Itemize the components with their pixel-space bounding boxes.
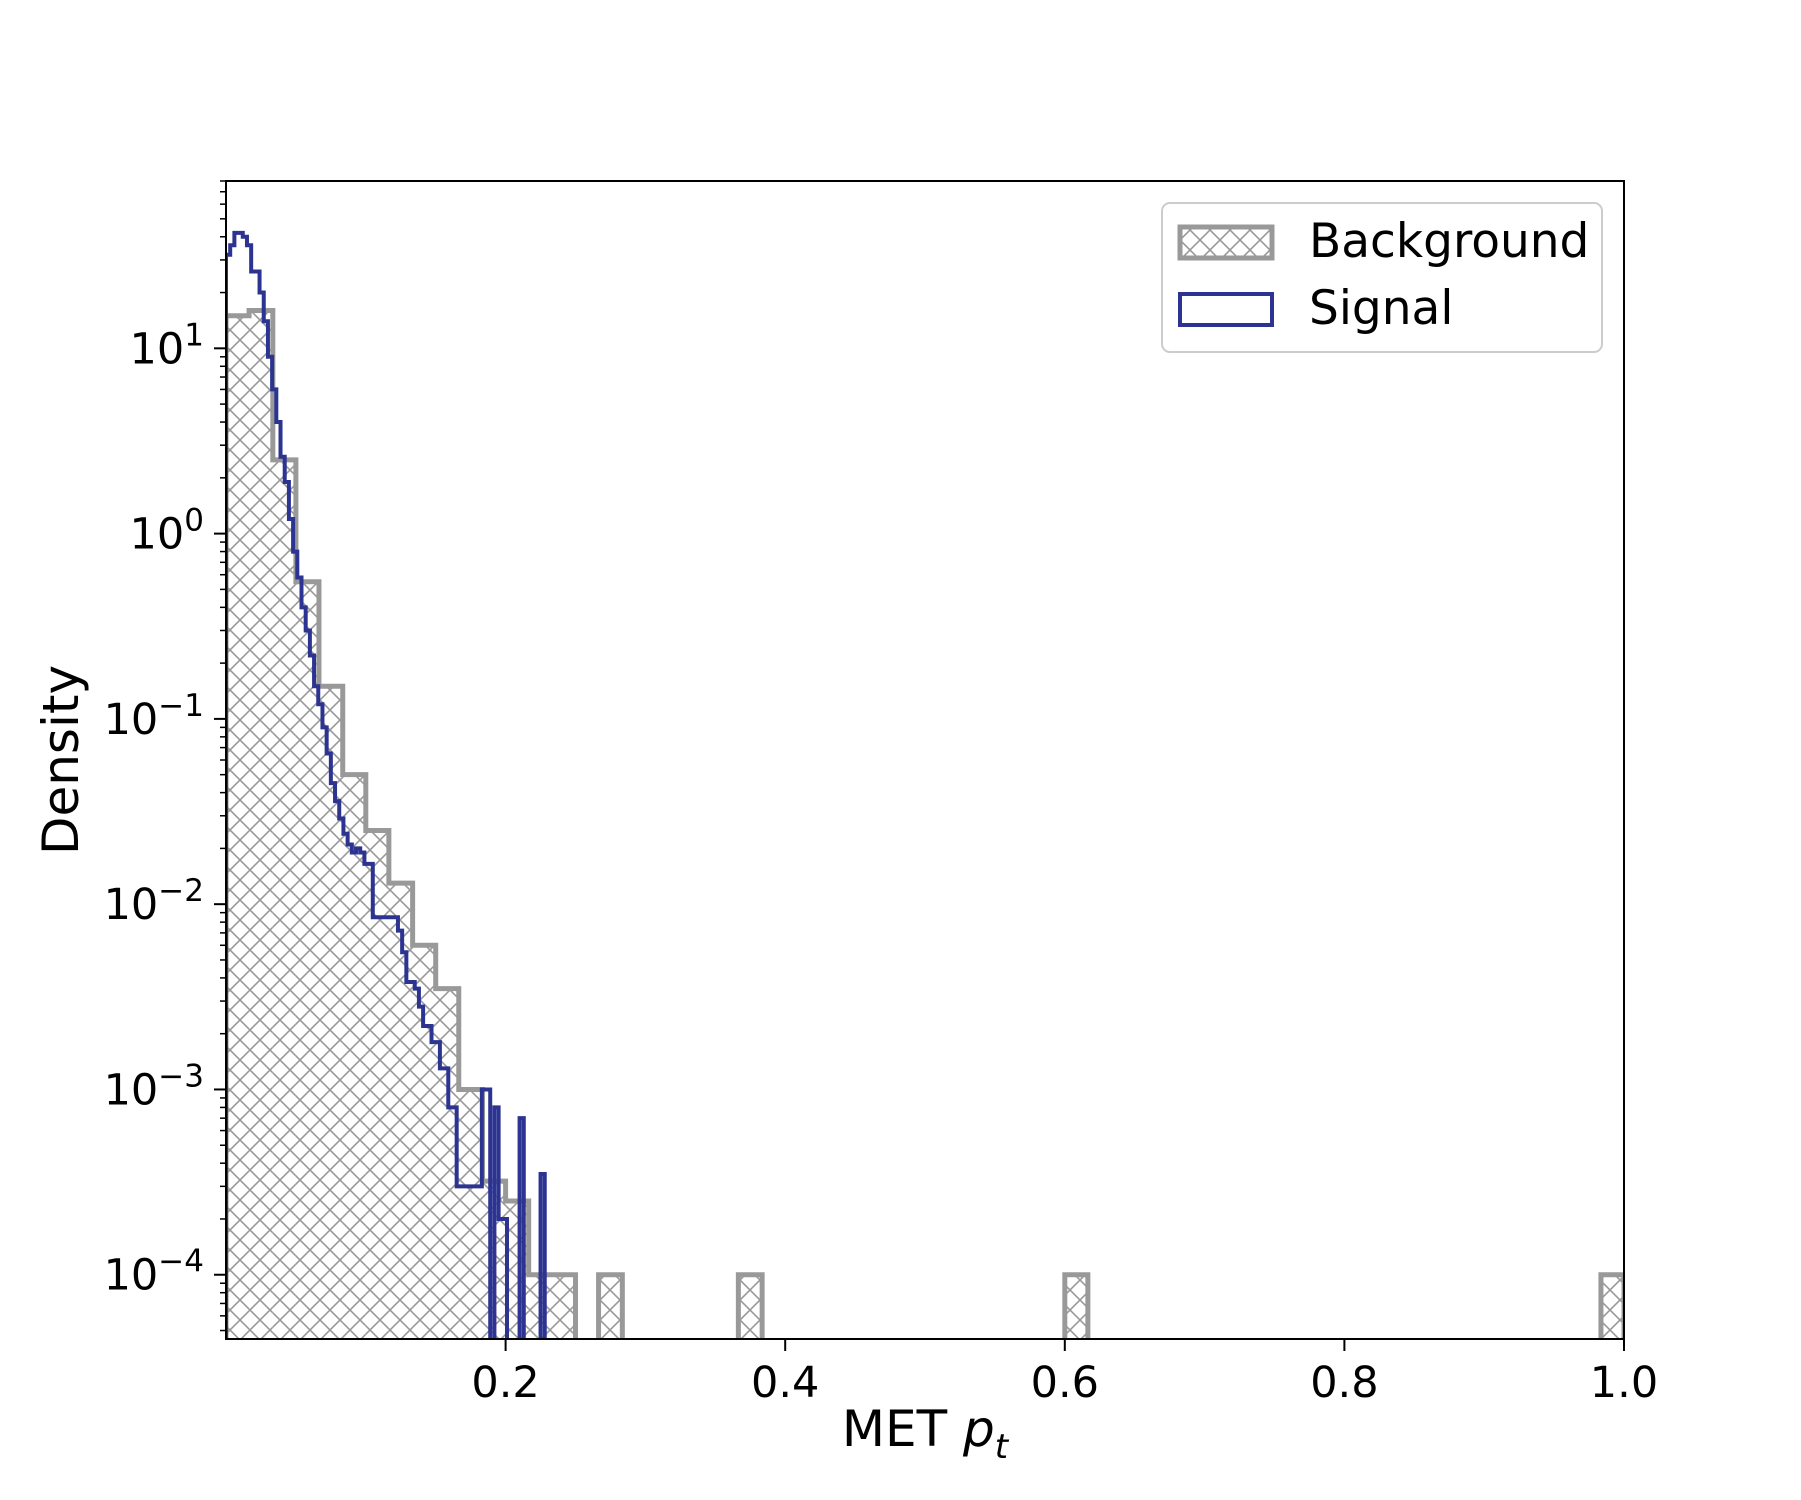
- background-bar: [226, 315, 250, 1339]
- background-bar: [738, 1274, 763, 1339]
- x-axis: 0.2 0.4 0.6 0.8 1.0: [471, 1339, 1658, 1408]
- plot-area: [226, 230, 1624, 1339]
- background-bar: [342, 774, 366, 1339]
- background-bar: [552, 1274, 576, 1339]
- background-bar: [598, 1274, 623, 1339]
- background-bar: [1064, 1274, 1088, 1339]
- signal-step-line: [226, 230, 547, 1339]
- background-bar: [435, 988, 459, 1339]
- y-tick-label: 101: [130, 317, 204, 374]
- background-bar: [458, 1089, 483, 1339]
- background-bar: [272, 459, 296, 1339]
- x-axis-label: MET pt: [842, 1400, 1010, 1467]
- y-tick-label: 10−4: [104, 1244, 204, 1301]
- background-bar: [249, 310, 273, 1339]
- legend-label-signal: Signal: [1309, 281, 1453, 336]
- y-axis: 101 100 10−1 10−2 10−3 10−4: [104, 180, 226, 1332]
- series-signal: [226, 230, 547, 1339]
- x-tick-label: 0.8: [1310, 1358, 1378, 1408]
- y-tick-label: 10−1: [104, 688, 204, 745]
- x-tick-label: 1.0: [1590, 1358, 1658, 1408]
- legend-label-background: Background: [1309, 214, 1589, 269]
- y-tick-label: 100: [130, 503, 204, 560]
- y-tick-label: 10−3: [104, 1058, 204, 1115]
- series-background: [226, 308, 1624, 1339]
- x-tick-label: 0.4: [751, 1358, 819, 1408]
- background-outline: [226, 308, 1624, 1339]
- legend: Background Signal: [1161, 202, 1603, 353]
- background-bar: [1600, 1274, 1624, 1339]
- background-bar: [388, 883, 413, 1339]
- legend-swatch-signal: [1178, 292, 1274, 327]
- background-bar: [295, 581, 319, 1339]
- y-axis-label: Density: [32, 665, 90, 855]
- legend-swatch-background: [1177, 224, 1275, 261]
- y-tick-label: 10−2: [104, 873, 204, 930]
- x-tick-label: 0.2: [471, 1358, 539, 1408]
- background-bar: [365, 830, 389, 1339]
- x-tick-label: 0.6: [1031, 1358, 1099, 1408]
- background-bar: [318, 686, 343, 1339]
